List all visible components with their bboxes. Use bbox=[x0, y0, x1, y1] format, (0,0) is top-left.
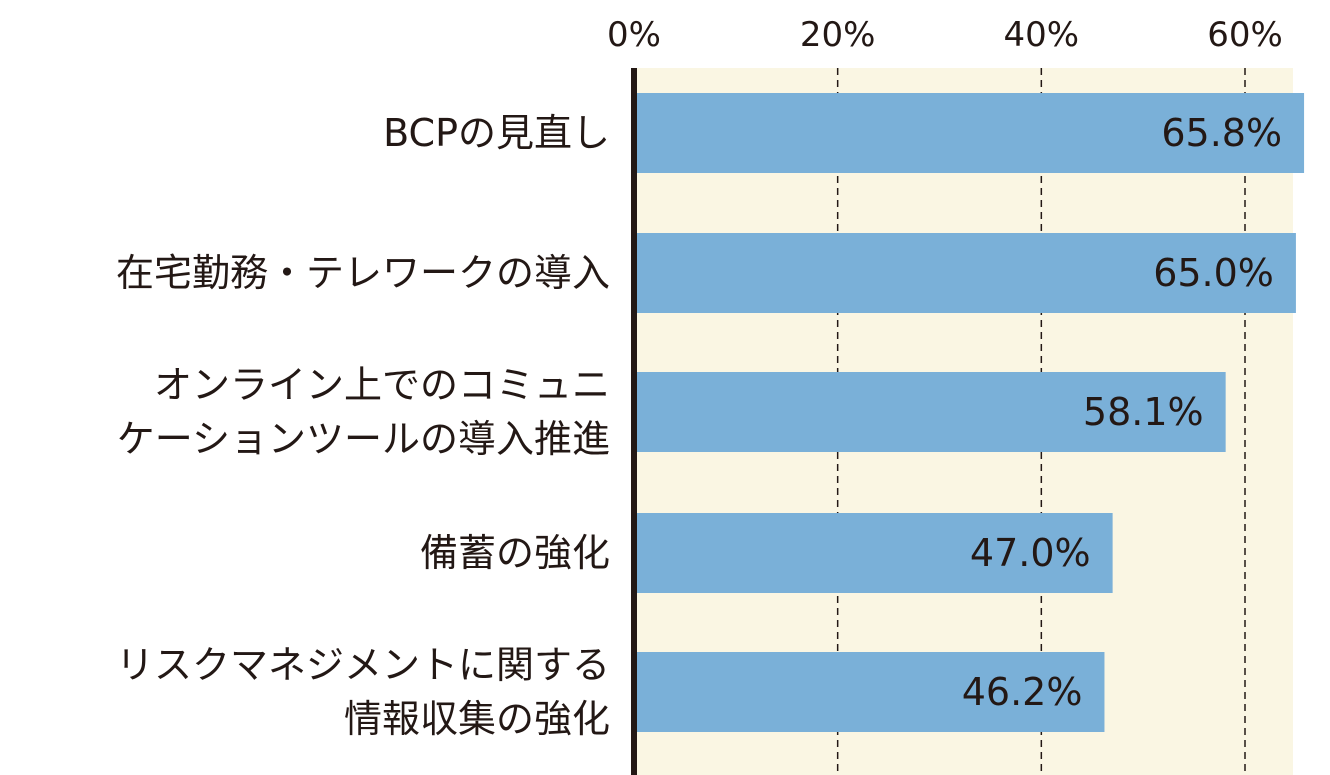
category-label-2: 在宅勤務・テレワークの導入 bbox=[116, 251, 610, 295]
category-label-3-line-1: オンライン上でのコミュニ bbox=[154, 363, 610, 407]
value-label-3: 58.1% bbox=[1083, 390, 1204, 434]
category-label-3-line-2: ケーションツールの導入推進 bbox=[117, 417, 610, 461]
category-label-4: 備蓄の強化 bbox=[420, 531, 610, 575]
x-tick-labels: 0% 20% 40% 60% bbox=[607, 15, 1283, 55]
value-label-4: 47.0% bbox=[970, 531, 1091, 575]
category-label-5-line-2: 情報収集の強化 bbox=[344, 697, 610, 741]
x-tick-label-0: 0% bbox=[607, 15, 661, 55]
bar-4 bbox=[634, 513, 1113, 593]
category-label-5-line-1: リスクマネジメントに関する bbox=[116, 643, 610, 687]
category-label-1: BCPの見直し bbox=[383, 111, 610, 155]
bar-3 bbox=[634, 372, 1226, 452]
bar-5 bbox=[634, 652, 1105, 732]
x-tick-label-60: 60% bbox=[1207, 15, 1283, 55]
value-label-5: 46.2% bbox=[962, 670, 1083, 714]
value-label-1: 65.8% bbox=[1161, 111, 1282, 155]
x-tick-label-20: 20% bbox=[800, 15, 876, 55]
x-tick-label-40: 40% bbox=[1004, 15, 1080, 55]
bars bbox=[634, 93, 1305, 732]
bar-1 bbox=[634, 93, 1305, 173]
value-labels: 65.8% 65.0% 58.1% 47.0% 46.2% bbox=[962, 111, 1282, 714]
value-label-2: 65.0% bbox=[1153, 251, 1274, 295]
bar-2 bbox=[634, 233, 1296, 313]
category-labels: BCPの見直し在宅勤務・テレワークの導入オンライン上でのコミュニケーションツール… bbox=[116, 111, 610, 741]
